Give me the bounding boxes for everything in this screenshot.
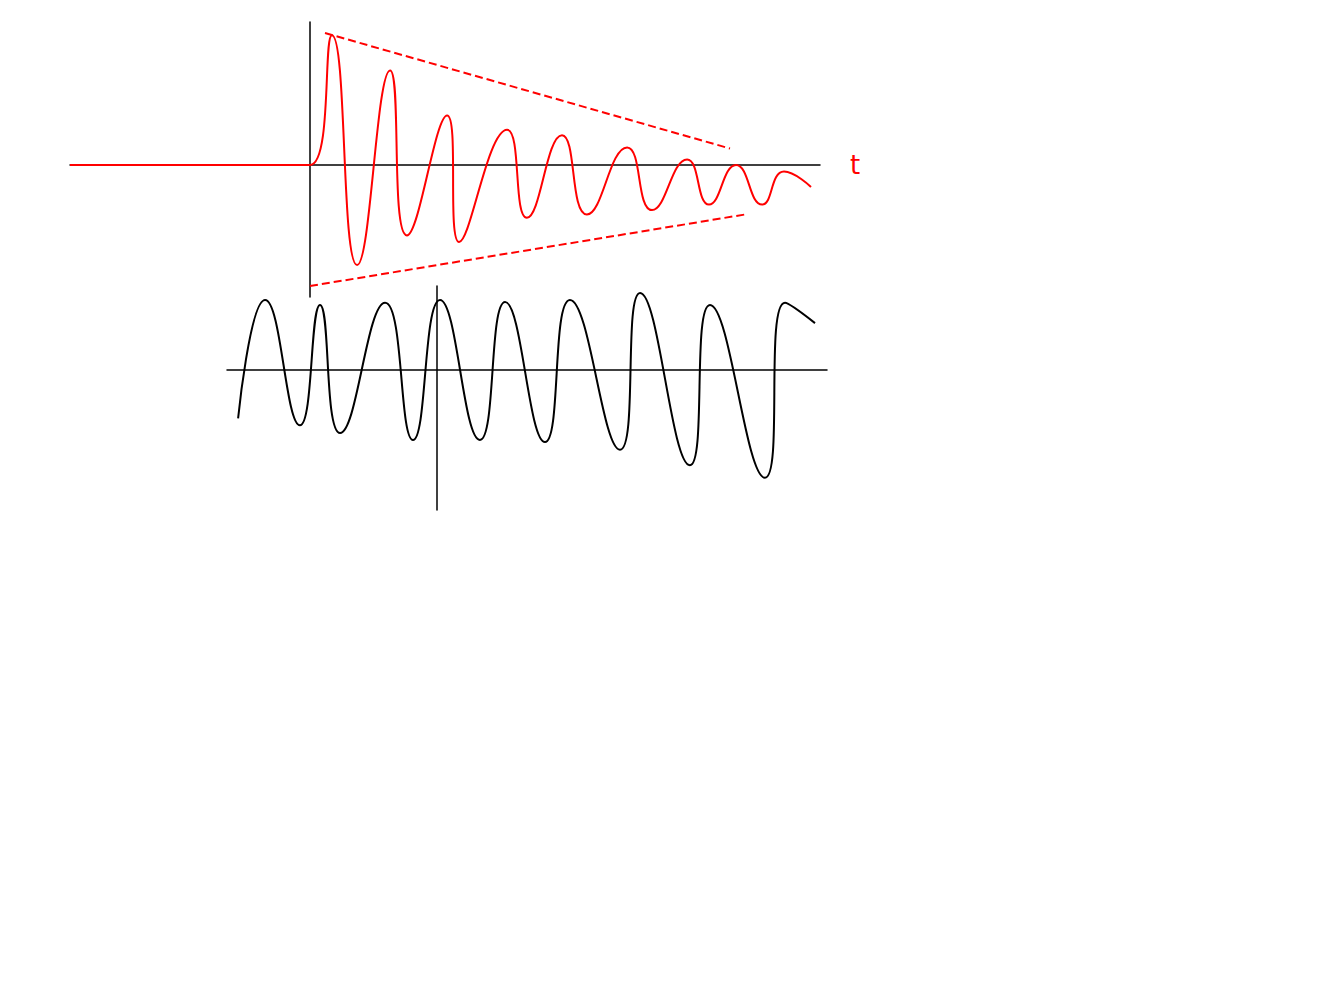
svg-text:t: t [850,150,860,180]
